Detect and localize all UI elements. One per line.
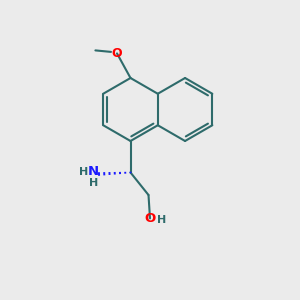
Text: H: H [80, 167, 88, 177]
Text: H: H [158, 215, 166, 225]
Text: O: O [144, 212, 156, 225]
Text: N: N [88, 165, 99, 178]
Text: H: H [89, 178, 98, 188]
Text: O: O [112, 47, 122, 60]
